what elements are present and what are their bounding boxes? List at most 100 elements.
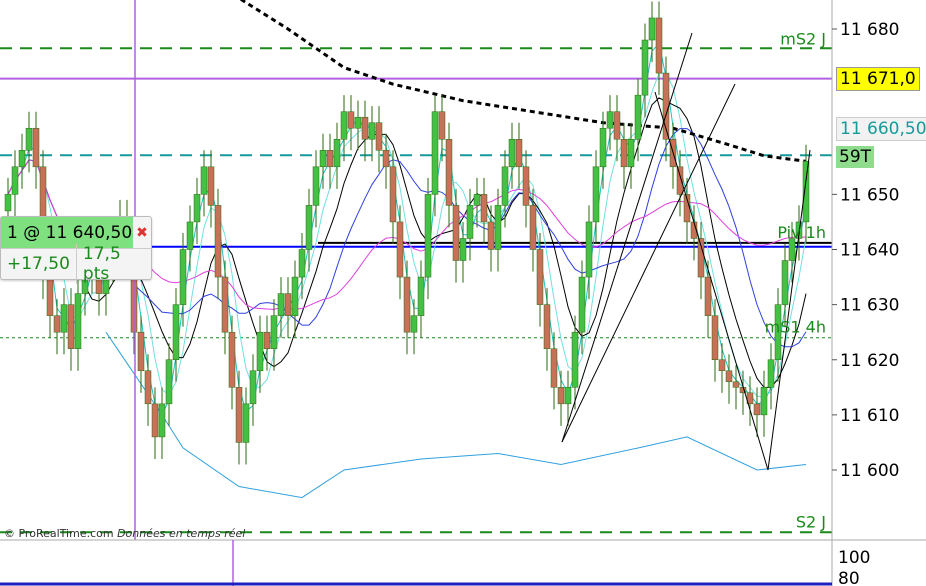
candle[interactable] xyxy=(536,249,544,305)
candle[interactable] xyxy=(592,166,600,223)
candle[interactable] xyxy=(228,331,236,388)
candle[interactable] xyxy=(319,150,327,168)
candle[interactable] xyxy=(214,205,222,278)
position-label[interactable]: 1 @ 11 640,50 xyxy=(1,217,133,248)
candle[interactable] xyxy=(508,139,516,168)
candle[interactable] xyxy=(207,166,215,206)
candle[interactable] xyxy=(333,139,341,168)
candle[interactable] xyxy=(151,403,159,438)
candle[interactable] xyxy=(235,387,243,443)
candle[interactable] xyxy=(354,116,362,129)
candle[interactable] xyxy=(445,139,453,206)
candle[interactable] xyxy=(403,276,411,333)
candle[interactable] xyxy=(74,293,82,349)
candle[interactable] xyxy=(599,127,607,168)
candle[interactable] xyxy=(522,166,530,206)
candle[interactable] xyxy=(396,221,404,278)
candle[interactable] xyxy=(494,205,502,250)
candle[interactable] xyxy=(389,166,397,223)
candle[interactable] xyxy=(417,276,425,316)
trend-line[interactable] xyxy=(561,32,693,443)
trend-line[interactable] xyxy=(767,149,811,471)
candle[interactable] xyxy=(788,238,796,261)
candle[interactable] xyxy=(60,304,68,333)
candle[interactable] xyxy=(242,403,250,443)
candle[interactable] xyxy=(424,194,432,278)
candle[interactable] xyxy=(760,387,768,416)
candle[interactable] xyxy=(382,150,390,168)
candle[interactable] xyxy=(53,315,61,333)
candle[interactable] xyxy=(67,304,75,349)
candle[interactable] xyxy=(186,221,194,250)
candle[interactable] xyxy=(543,304,551,349)
candle[interactable] xyxy=(704,276,712,316)
candle[interactable] xyxy=(459,238,467,261)
candle[interactable] xyxy=(557,387,565,405)
candle[interactable] xyxy=(256,331,264,372)
candle[interactable] xyxy=(46,276,54,316)
candle[interactable] xyxy=(438,111,446,140)
candle[interactable] xyxy=(613,111,621,140)
candle[interactable] xyxy=(774,304,782,360)
candle[interactable] xyxy=(340,111,348,140)
candle[interactable] xyxy=(284,293,292,316)
candle[interactable] xyxy=(802,161,810,223)
candle[interactable] xyxy=(641,39,649,96)
candle[interactable] xyxy=(711,315,719,360)
candle[interactable] xyxy=(11,166,19,195)
candle[interactable] xyxy=(221,276,229,333)
candle[interactable] xyxy=(564,387,572,405)
candle[interactable] xyxy=(305,205,313,250)
candle[interactable] xyxy=(487,221,495,250)
candle[interactable] xyxy=(501,166,509,206)
candle[interactable] xyxy=(718,359,726,372)
candle[interactable] xyxy=(25,127,33,151)
candle[interactable] xyxy=(753,403,761,416)
candle[interactable] xyxy=(200,166,208,195)
candle[interactable] xyxy=(781,260,789,305)
candle[interactable] xyxy=(767,359,775,388)
candle[interactable] xyxy=(179,249,187,305)
candle[interactable] xyxy=(361,116,369,140)
candle[interactable] xyxy=(347,111,355,129)
close-icon[interactable]: ✖ xyxy=(136,224,148,241)
candle[interactable] xyxy=(725,370,733,383)
candle[interactable] xyxy=(578,276,586,333)
candle[interactable] xyxy=(410,315,418,333)
candle[interactable] xyxy=(550,348,558,388)
candle[interactable] xyxy=(620,139,628,168)
candle[interactable] xyxy=(144,370,152,405)
candle[interactable] xyxy=(606,111,614,129)
candle[interactable] xyxy=(480,194,488,223)
candle[interactable] xyxy=(298,249,306,278)
candle[interactable] xyxy=(634,94,642,140)
candle[interactable] xyxy=(18,150,26,168)
candle[interactable] xyxy=(270,315,278,349)
candle[interactable] xyxy=(655,17,663,74)
candle[interactable] xyxy=(4,194,12,212)
candle[interactable] xyxy=(326,150,334,168)
candle[interactable] xyxy=(172,304,180,360)
trend-line[interactable] xyxy=(561,83,736,443)
candle[interactable] xyxy=(312,166,320,206)
candle[interactable] xyxy=(368,122,376,140)
candle[interactable] xyxy=(137,331,145,372)
candle[interactable] xyxy=(32,127,40,168)
trend-line[interactable] xyxy=(654,91,769,471)
candle[interactable] xyxy=(585,221,593,278)
candle[interactable] xyxy=(249,370,257,405)
candle[interactable] xyxy=(732,381,740,388)
candle[interactable] xyxy=(473,194,481,206)
candle[interactable] xyxy=(466,205,474,239)
candle[interactable] xyxy=(697,238,705,278)
position-panel[interactable]: 1 @ 11 640,50 ✖ +17,50 17,5 pts xyxy=(0,216,152,284)
candle[interactable] xyxy=(431,111,439,195)
candle[interactable] xyxy=(193,194,201,223)
candle[interactable] xyxy=(452,205,460,261)
candle[interactable] xyxy=(375,122,383,151)
candle[interactable] xyxy=(158,403,166,438)
candle[interactable] xyxy=(291,276,299,316)
candle[interactable] xyxy=(263,331,271,349)
candle[interactable] xyxy=(515,139,523,168)
candle[interactable] xyxy=(648,17,656,41)
